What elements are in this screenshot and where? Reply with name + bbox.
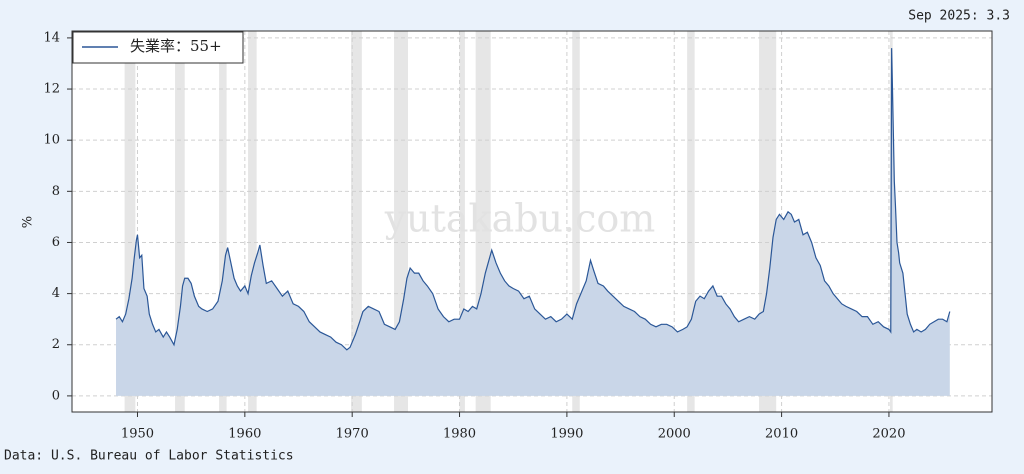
- x-tick-label: 1950: [121, 427, 154, 442]
- source-note: Data: U.S. Bureau of Labor Statistics: [4, 449, 294, 464]
- y-tick-label: 10: [43, 133, 60, 148]
- y-tick-label: 0: [52, 388, 60, 403]
- recession-band: [175, 31, 185, 412]
- x-tick-label: 1980: [443, 427, 476, 442]
- line: [115, 48, 951, 351]
- y-tick-label: 12: [43, 82, 60, 97]
- recession-band: [219, 31, 227, 412]
- axes: 0 2 4 6 8 10 12 14 1950 1960 1970 1980 1990 2000 2010 2…: [43, 30, 905, 441]
- recession-band: [459, 31, 465, 412]
- series: [115, 48, 951, 396]
- y-tick-label: 2: [52, 337, 60, 352]
- x-tick-label: 1960: [228, 427, 261, 442]
- recession-band: [351, 31, 362, 412]
- y-tick-label: 8: [52, 184, 60, 199]
- plot-frame: [71, 30, 993, 413]
- recession-band: [248, 31, 257, 412]
- recession-band: [687, 31, 695, 412]
- x-tick-label: 2020: [872, 427, 905, 442]
- area: [116, 48, 950, 396]
- y-tick-label: 6: [52, 235, 60, 250]
- y-axis-label: %: [21, 216, 36, 228]
- x-tick-label: 1990: [550, 427, 583, 442]
- recession-band: [124, 31, 136, 412]
- legend-label: 失業率：55+: [130, 37, 222, 55]
- watermark: yutakabu.com: [384, 197, 656, 241]
- x-tick-label: 1970: [336, 427, 369, 442]
- y-tick-label: 14: [43, 30, 60, 45]
- x-tick-label: 2000: [658, 427, 691, 442]
- y-tick-label: 4: [52, 286, 60, 301]
- legend: 失業率：55+: [72, 31, 244, 64]
- annotation: Sep 2025: 3.3: [908, 9, 1010, 24]
- recession-band: [572, 31, 580, 412]
- x-tick-label: 2010: [765, 427, 798, 442]
